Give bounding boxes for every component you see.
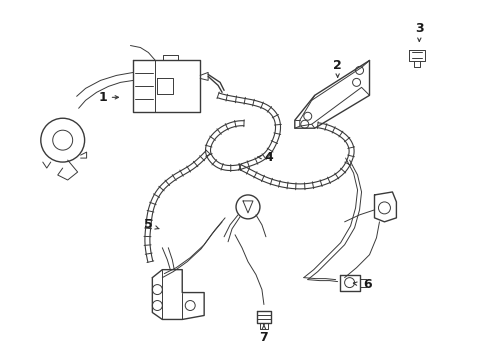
Circle shape: [53, 130, 73, 150]
Text: 7: 7: [259, 331, 268, 344]
Text: 6: 6: [363, 278, 371, 291]
Circle shape: [152, 301, 162, 310]
Circle shape: [185, 301, 195, 310]
Text: 4: 4: [264, 150, 273, 163]
Circle shape: [352, 78, 360, 86]
Circle shape: [355, 67, 363, 75]
Circle shape: [152, 285, 162, 294]
Circle shape: [378, 202, 389, 214]
Text: 5: 5: [143, 218, 152, 231]
Text: 3: 3: [414, 22, 423, 35]
Circle shape: [300, 120, 308, 128]
Text: 1: 1: [98, 91, 107, 104]
Circle shape: [303, 112, 311, 120]
Circle shape: [236, 195, 260, 219]
Circle shape: [344, 278, 354, 288]
Circle shape: [41, 118, 84, 162]
Text: 2: 2: [333, 59, 341, 72]
